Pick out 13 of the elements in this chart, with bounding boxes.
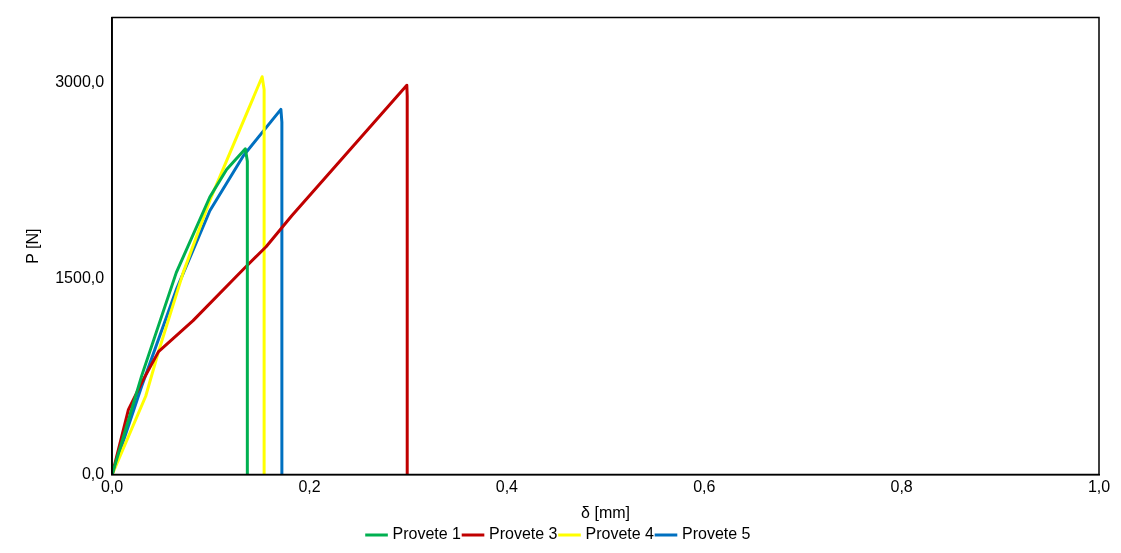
x-tick-label: 0,4	[495, 477, 519, 495]
y-tick-label: 3000,0	[55, 73, 105, 91]
x-tick-label: 0,8	[890, 477, 913, 495]
y-tick-label: 1500,0	[55, 269, 105, 287]
legend-label: Provete 1	[392, 525, 462, 543]
x-axis-title: δ [mm]	[581, 503, 631, 521]
x-tick-label: 0,6	[693, 477, 716, 495]
legend-label: Provete 4	[585, 525, 655, 543]
x-tick-label: 0,2	[298, 477, 321, 495]
y-axis-title: P [N]	[24, 228, 42, 264]
legend-label: Provete 5	[681, 525, 751, 543]
legend-label: Provete 3	[489, 525, 558, 543]
x-tick-label: 1,0	[1087, 477, 1111, 495]
